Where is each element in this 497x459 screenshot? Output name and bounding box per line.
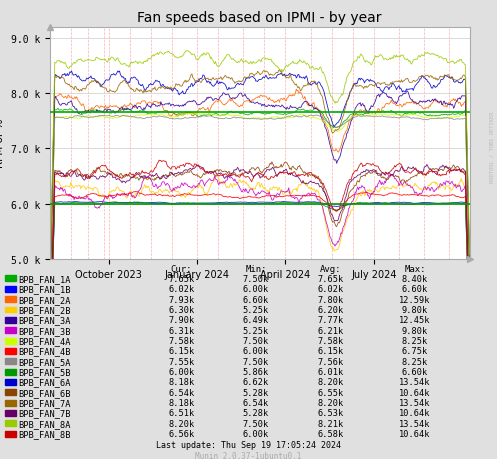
Text: 8.18k: 8.18k — [168, 398, 194, 407]
Text: 7.50k: 7.50k — [243, 357, 269, 366]
Text: BPB_FAN_2A: BPB_FAN_2A — [18, 295, 71, 304]
Text: 7.80k: 7.80k — [318, 295, 343, 304]
Text: 12.59k: 12.59k — [399, 295, 431, 304]
Text: 6.15k: 6.15k — [318, 347, 343, 356]
Text: 6.15k: 6.15k — [168, 347, 194, 356]
Text: 6.60k: 6.60k — [402, 367, 428, 376]
Text: 6.49k: 6.49k — [243, 316, 269, 325]
Text: BPB_FAN_5A: BPB_FAN_5A — [18, 357, 71, 366]
Text: BPB_FAN_8B: BPB_FAN_8B — [18, 429, 71, 438]
Text: 6.53k: 6.53k — [318, 409, 343, 418]
Text: 8.21k: 8.21k — [318, 419, 343, 428]
Text: 13.54k: 13.54k — [399, 398, 431, 407]
Text: 7.50k: 7.50k — [243, 274, 269, 283]
Text: 6.75k: 6.75k — [402, 347, 428, 356]
Text: BPB_FAN_7A: BPB_FAN_7A — [18, 398, 71, 407]
Text: 6.54k: 6.54k — [243, 398, 269, 407]
Text: 8.25k: 8.25k — [402, 336, 428, 345]
Text: 13.54k: 13.54k — [399, 419, 431, 428]
Text: 12.45k: 12.45k — [399, 316, 431, 325]
Title: Fan speeds based on IPMI - by year: Fan speeds based on IPMI - by year — [138, 11, 382, 25]
Text: 6.00k: 6.00k — [243, 347, 269, 356]
Text: 6.02k: 6.02k — [318, 285, 343, 294]
Text: 6.60k: 6.60k — [402, 285, 428, 294]
Text: 7.58k: 7.58k — [318, 336, 343, 345]
Text: RRDTOOL / TOBI OETIKER: RRDTOOL / TOBI OETIKER — [490, 111, 495, 183]
Text: 6.51k: 6.51k — [168, 409, 194, 418]
Text: 8.20k: 8.20k — [318, 398, 343, 407]
Text: BPB_FAN_1A: BPB_FAN_1A — [18, 274, 71, 283]
Text: 6.54k: 6.54k — [168, 388, 194, 397]
Text: Last update: Thu Sep 19 17:05:24 2024: Last update: Thu Sep 19 17:05:24 2024 — [156, 440, 341, 448]
Text: 7.55k: 7.55k — [168, 357, 194, 366]
Text: 7.93k: 7.93k — [168, 295, 194, 304]
Text: 5.86k: 5.86k — [243, 367, 269, 376]
Text: 9.80k: 9.80k — [402, 326, 428, 335]
Text: 6.01k: 6.01k — [318, 367, 343, 376]
Text: BPB_FAN_4B: BPB_FAN_4B — [18, 347, 71, 356]
Text: BPB_FAN_3B: BPB_FAN_3B — [18, 326, 71, 335]
Text: 7.50k: 7.50k — [243, 336, 269, 345]
Text: 9.80k: 9.80k — [402, 305, 428, 314]
Text: BPB_FAN_6A: BPB_FAN_6A — [18, 378, 71, 386]
Text: 5.25k: 5.25k — [243, 305, 269, 314]
Text: BPB_FAN_7B: BPB_FAN_7B — [18, 409, 71, 418]
Text: Munin 2.0.37-1ubuntu0.1: Munin 2.0.37-1ubuntu0.1 — [195, 451, 302, 459]
Text: 6.58k: 6.58k — [318, 429, 343, 438]
Text: 7.90k: 7.90k — [168, 316, 194, 325]
Text: 10.64k: 10.64k — [399, 388, 431, 397]
Text: 6.62k: 6.62k — [243, 378, 269, 386]
Text: 8.25k: 8.25k — [402, 357, 428, 366]
Text: 6.56k: 6.56k — [168, 429, 194, 438]
Text: Max:: Max: — [404, 264, 426, 273]
Text: 6.21k: 6.21k — [318, 326, 343, 335]
Text: BPB_FAN_4A: BPB_FAN_4A — [18, 336, 71, 345]
Text: 5.28k: 5.28k — [243, 409, 269, 418]
Text: 6.30k: 6.30k — [168, 305, 194, 314]
Text: BPB_FAN_3A: BPB_FAN_3A — [18, 316, 71, 325]
Text: 8.18k: 8.18k — [168, 378, 194, 386]
Text: 10.64k: 10.64k — [399, 409, 431, 418]
Text: 8.20k: 8.20k — [318, 378, 343, 386]
Text: 6.20k: 6.20k — [318, 305, 343, 314]
Text: 5.25k: 5.25k — [243, 326, 269, 335]
Text: 7.77k: 7.77k — [318, 316, 343, 325]
Text: 6.31k: 6.31k — [168, 326, 194, 335]
Text: 8.20k: 8.20k — [168, 419, 194, 428]
Text: BPB_FAN_6B: BPB_FAN_6B — [18, 388, 71, 397]
Text: 7.56k: 7.56k — [318, 357, 343, 366]
Text: 6.60k: 6.60k — [243, 295, 269, 304]
Text: BPB_FAN_8A: BPB_FAN_8A — [18, 419, 71, 428]
Y-axis label: RPM or %: RPM or % — [0, 119, 5, 168]
Text: 10.64k: 10.64k — [399, 429, 431, 438]
Text: 7.65k: 7.65k — [318, 274, 343, 283]
Text: 6.02k: 6.02k — [168, 285, 194, 294]
Text: Cur:: Cur: — [170, 264, 192, 273]
Text: 6.00k: 6.00k — [243, 429, 269, 438]
Text: 7.58k: 7.58k — [168, 336, 194, 345]
Text: Min:: Min: — [245, 264, 267, 273]
Text: 6.00k: 6.00k — [243, 285, 269, 294]
Text: BPB_FAN_1B: BPB_FAN_1B — [18, 285, 71, 294]
Text: 7.50k: 7.50k — [243, 419, 269, 428]
Text: BPB_FAN_5B: BPB_FAN_5B — [18, 367, 71, 376]
Text: 5.28k: 5.28k — [243, 388, 269, 397]
Text: 8.40k: 8.40k — [402, 274, 428, 283]
Text: 7.65k: 7.65k — [168, 274, 194, 283]
Text: BPB_FAN_2B: BPB_FAN_2B — [18, 305, 71, 314]
Text: 6.55k: 6.55k — [318, 388, 343, 397]
Text: 13.54k: 13.54k — [399, 378, 431, 386]
Text: Avg:: Avg: — [320, 264, 341, 273]
Text: 6.00k: 6.00k — [168, 367, 194, 376]
